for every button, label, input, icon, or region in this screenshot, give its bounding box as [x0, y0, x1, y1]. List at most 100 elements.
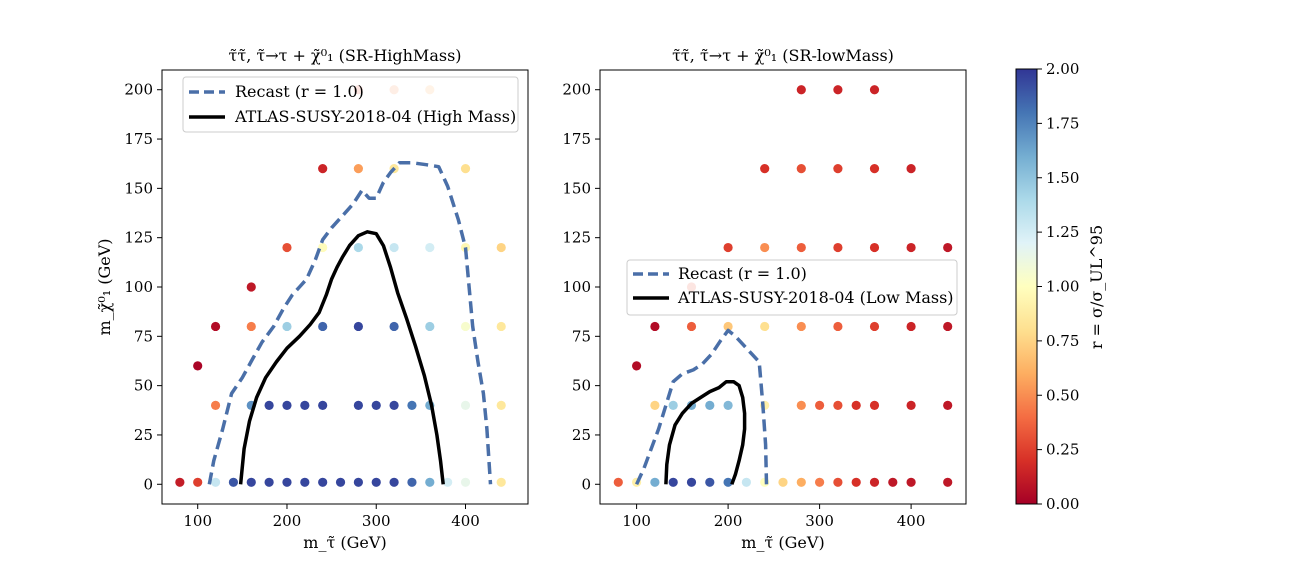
y-tick-label: 50	[134, 377, 153, 395]
scatter-point	[389, 321, 399, 332]
scatter-point	[869, 477, 880, 487]
scatter-point	[353, 321, 363, 332]
scatter-point	[796, 242, 806, 253]
scatter-point	[371, 477, 381, 487]
scatter-point	[796, 321, 806, 332]
scatter-point	[906, 242, 916, 253]
recast-contour-line	[635, 328, 769, 486]
y-ticks: 0 25 50 75 100 125 150 175 200	[124, 81, 162, 493]
x-tick-label: 200	[714, 512, 743, 530]
scatter-point	[460, 400, 471, 410]
scatter-point	[353, 242, 363, 253]
scatter-point	[851, 477, 861, 487]
y-tick-label: 25	[134, 426, 153, 444]
scatter-point	[869, 242, 880, 253]
y-tick-label: 0	[581, 475, 591, 493]
panel-highmass: τ̃τ̃, τ̃→τ + χ̃⁰₁ (SR-HighMass) 100 200 30…	[95, 46, 529, 552]
colorbar-tick-label: 0.50	[1046, 386, 1079, 404]
legend-box	[182, 76, 519, 133]
scatter-point	[300, 477, 310, 487]
scatter-point	[888, 477, 898, 487]
scatter-point	[389, 400, 399, 410]
scatter-point	[815, 477, 825, 487]
scatter-point	[318, 321, 328, 332]
y-tick-label: 75	[134, 327, 153, 345]
scatter-points	[613, 85, 953, 487]
legend-label-recast: Recast (r = 1.0)	[678, 264, 807, 283]
scatter-point	[778, 477, 788, 487]
scatter-point	[264, 400, 274, 410]
scatter-point	[353, 164, 363, 174]
scatter-point	[906, 400, 916, 410]
contour-lines	[207, 160, 493, 485]
colorbar-tick-label: 0.25	[1046, 441, 1079, 459]
scatter-point	[869, 85, 880, 95]
y-tick-label: 200	[562, 81, 591, 99]
scatter-point	[760, 164, 770, 174]
scatter-point	[943, 242, 953, 253]
scatter-point	[906, 164, 916, 174]
colorbar-tick-label: 0.75	[1046, 332, 1079, 350]
scatter-point	[723, 477, 733, 487]
atlas-contour-line	[664, 379, 747, 485]
scatter-point	[632, 361, 642, 371]
scatter-point	[796, 85, 806, 95]
scatter-point	[760, 242, 770, 253]
scatter-points	[175, 85, 506, 487]
scatter-point	[282, 242, 292, 253]
scatter-point	[353, 400, 363, 410]
colorbar-tick-label: 2.00	[1046, 60, 1079, 78]
x-axis-label: m_τ̃ (GeV)	[741, 533, 824, 552]
scatter-point	[668, 477, 678, 487]
scatter-point	[460, 164, 471, 174]
scatter-point	[389, 477, 399, 487]
contour-lines	[635, 328, 769, 486]
scatter-point	[796, 400, 806, 410]
plot-frame	[161, 69, 529, 505]
scatter-point	[193, 361, 203, 371]
y-tick-label: 25	[572, 426, 591, 444]
scatter-point	[210, 477, 221, 487]
scatter-point	[906, 477, 916, 487]
legend-label-recast: Recast (r = 1.0)	[235, 82, 364, 101]
x-tick-label: 100	[622, 512, 651, 530]
y-tick-label: 125	[124, 229, 153, 247]
scatter-point	[496, 477, 506, 487]
scatter-point	[443, 477, 453, 487]
scatter-point	[318, 477, 328, 487]
y-tick-label: 200	[124, 81, 153, 99]
x-tick-label: 300	[805, 512, 834, 530]
scatter-point	[650, 400, 660, 410]
colorbar-tick-label: 1.25	[1046, 223, 1079, 241]
scatter-point	[833, 477, 843, 487]
scatter-point	[723, 321, 733, 332]
scatter-point	[246, 477, 256, 487]
scatter-point	[906, 321, 916, 332]
scatter-point	[318, 164, 328, 174]
x-tick-label: 200	[273, 512, 302, 530]
scatter-point	[686, 477, 697, 487]
legend: Recast (r = 1.0) ATLAS-SUSY-2018-04 (Hig…	[182, 76, 519, 133]
colorbar-tick-label: 1.50	[1046, 169, 1079, 187]
scatter-point	[282, 321, 292, 332]
scatter-point	[282, 477, 292, 487]
scatter-point	[460, 477, 471, 487]
scatter-point	[175, 477, 185, 487]
scatter-point	[613, 477, 623, 487]
scatter-point	[425, 321, 435, 332]
recast-contour-line	[207, 160, 493, 485]
scatter-point	[210, 400, 221, 410]
scatter-point	[300, 400, 310, 410]
colorbar-label: r = σ/σ_UL^95	[1087, 225, 1106, 349]
scatter-point	[815, 400, 825, 410]
colorbar: 0.00 0.25 0.50 0.75 1.00 1.25 1.50 1.75 2.00 r =…	[1015, 60, 1106, 513]
scatter-point	[650, 321, 660, 332]
colorbar-tick-label: 1.75	[1046, 114, 1079, 132]
scatter-point	[407, 400, 417, 410]
scatter-point	[869, 400, 880, 410]
colorbar-tick-label: 0.00	[1046, 495, 1079, 513]
scatter-point	[833, 321, 843, 332]
scatter-point	[193, 477, 203, 487]
colorbar-bar	[1015, 68, 1038, 505]
scatter-point	[943, 321, 953, 332]
